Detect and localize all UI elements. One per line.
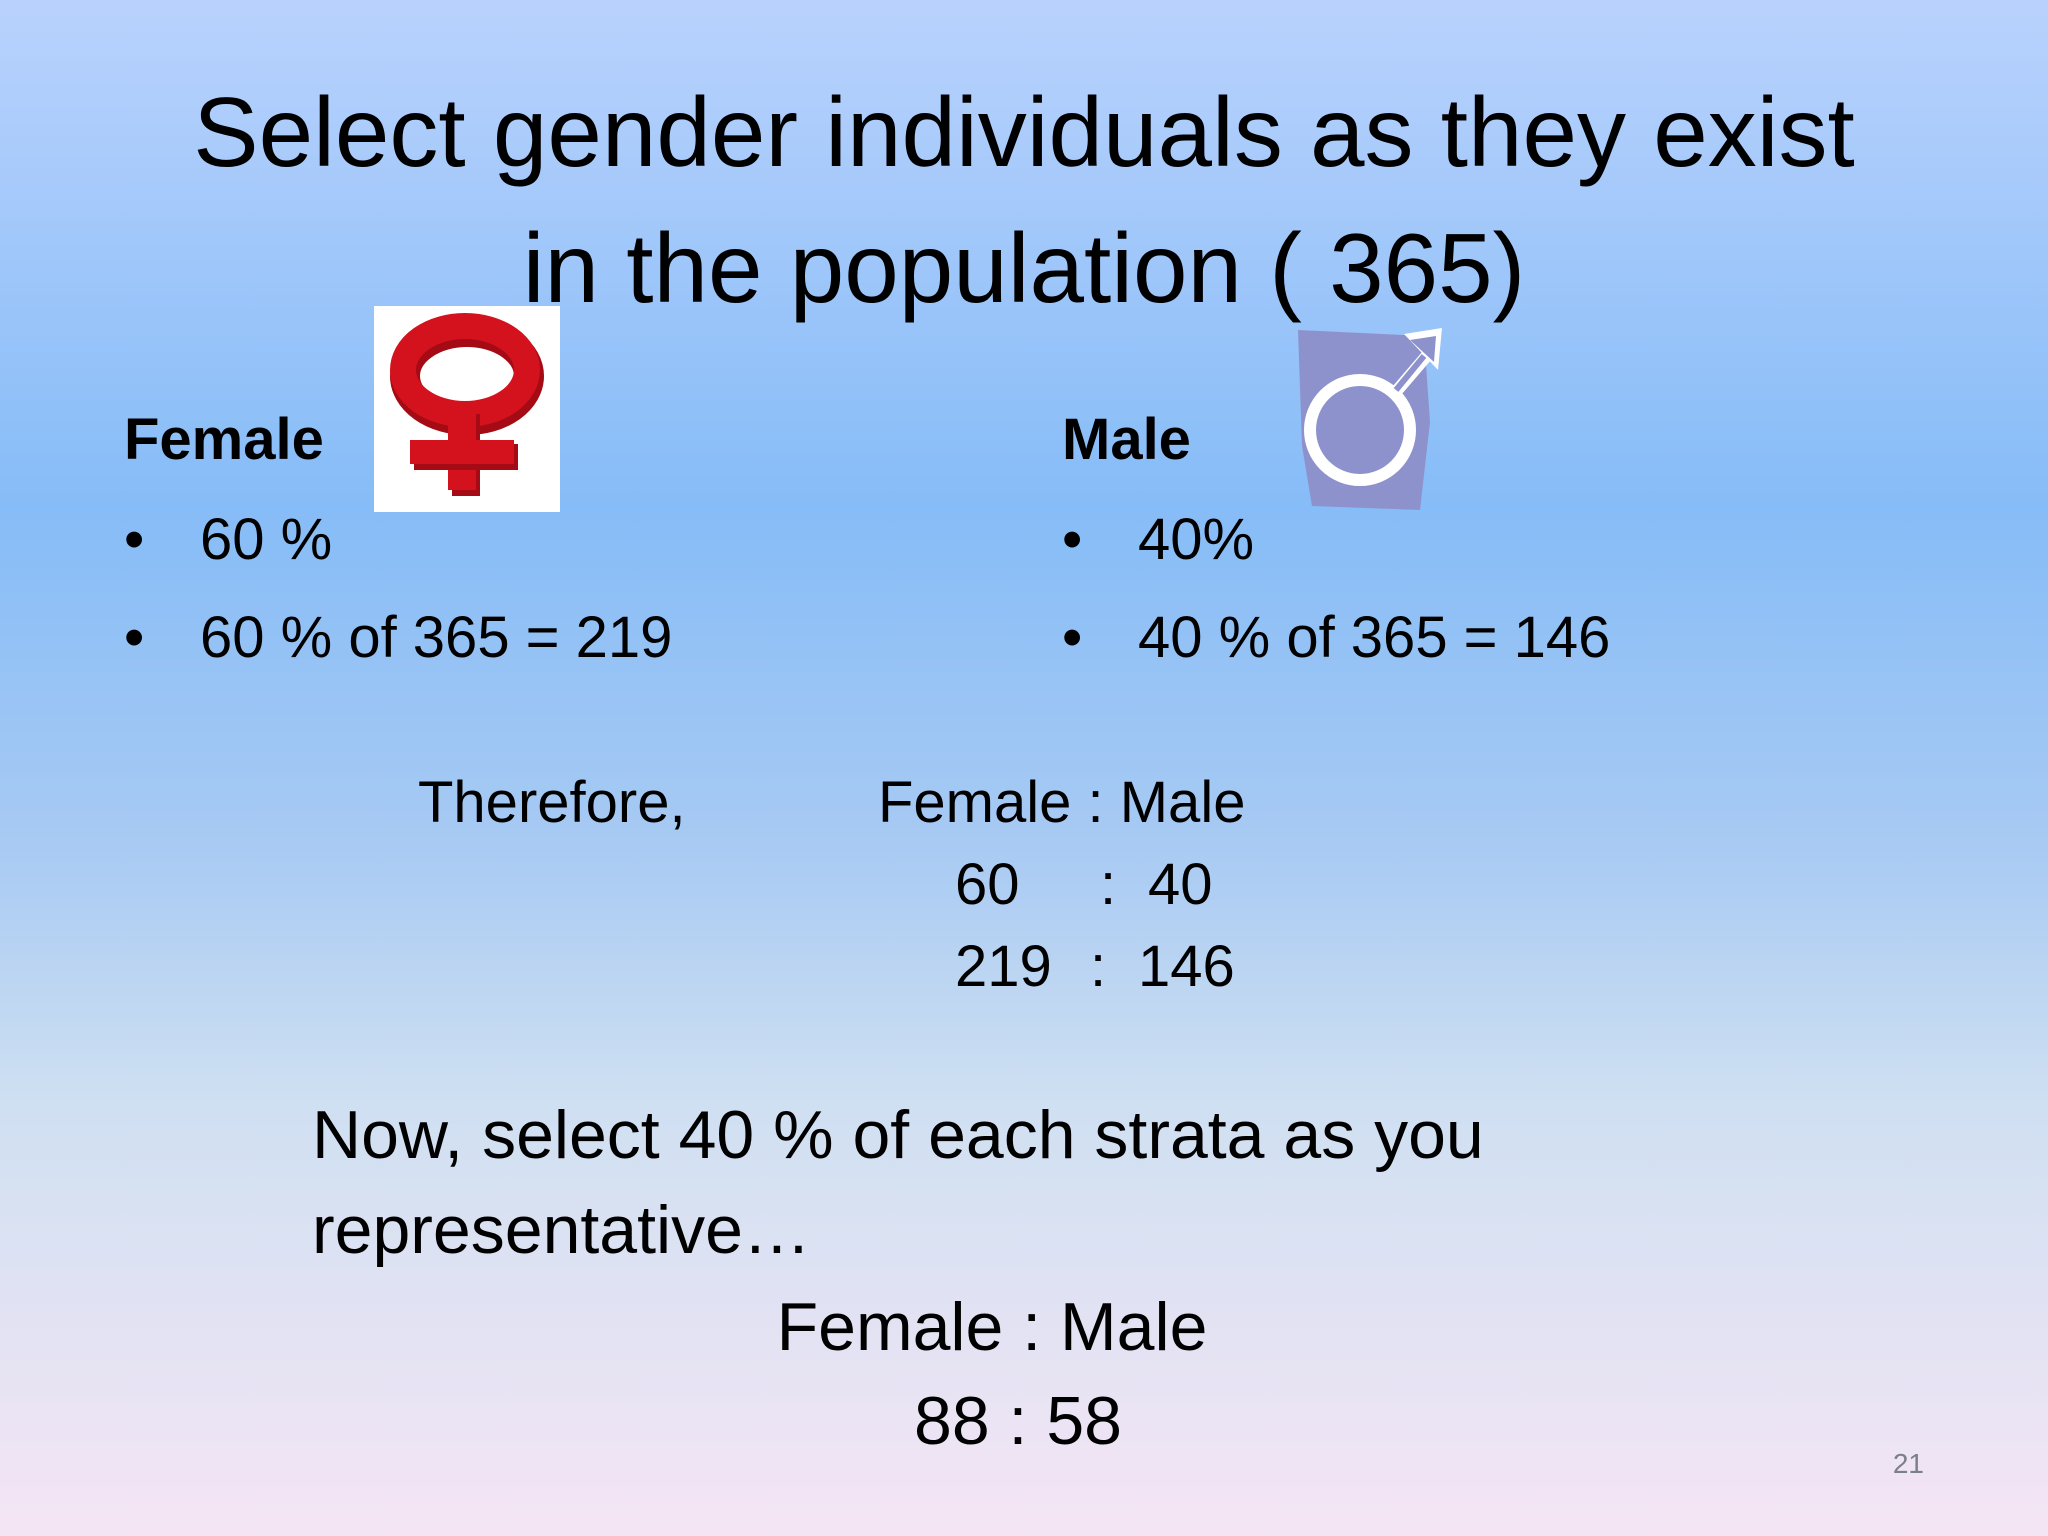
male-percent: 40% xyxy=(1138,507,1255,572)
page-number: 21 xyxy=(1892,1448,1924,1479)
female-heading: Female xyxy=(124,407,324,472)
ratio-count-male: 146 xyxy=(1138,934,1235,999)
sample-ratio-header: Female : Male xyxy=(776,1289,1208,1365)
female-bullet-list: • 60 % • 60 % of 365 = 219 xyxy=(124,505,672,701)
list-item: • 40% xyxy=(1062,505,1610,603)
male-symbol-icon xyxy=(1296,326,1442,510)
female-count: 60 % of 365 = 219 xyxy=(200,605,673,670)
list-item: • 60 % xyxy=(124,505,672,603)
bullet-icon: • xyxy=(124,507,145,572)
female-percent: 60 % xyxy=(200,507,333,572)
male-heading: Male xyxy=(1062,407,1191,472)
ratio-percent-female: 60 xyxy=(955,852,1020,917)
bullet-icon: • xyxy=(1062,605,1083,670)
list-item: • 40 % of 365 = 146 xyxy=(1062,603,1610,701)
slide-title: Select gender individuals as they exist … xyxy=(0,64,2048,336)
ratio-separator: : xyxy=(1100,852,1117,917)
ratio-separator: : xyxy=(1090,934,1107,999)
therefore-label: Therefore, xyxy=(418,770,686,835)
ratio-header: Female : Male xyxy=(878,770,1246,835)
female-symbol-icon xyxy=(374,306,560,512)
bullet-icon: • xyxy=(1062,507,1083,572)
male-bullet-list: • 40% • 40 % of 365 = 146 xyxy=(1062,505,1610,701)
sample-ratio-result: 88 : 58 xyxy=(914,1383,1122,1459)
conclusion-line-2: representative… xyxy=(312,1192,811,1268)
title-line-1: Select gender individuals as they exist xyxy=(193,77,1855,187)
list-item: • 60 % of 365 = 219 xyxy=(124,603,672,701)
bullet-icon: • xyxy=(124,605,145,670)
ratio-percent-male: 40 xyxy=(1148,852,1213,917)
conclusion-line-1: Now, select 40 % of each strata as you xyxy=(312,1097,1484,1173)
title-line-2: in the population ( 365) xyxy=(522,213,1526,323)
ratio-count-female: 219 xyxy=(955,934,1052,999)
male-count: 40 % of 365 = 146 xyxy=(1138,605,1611,670)
